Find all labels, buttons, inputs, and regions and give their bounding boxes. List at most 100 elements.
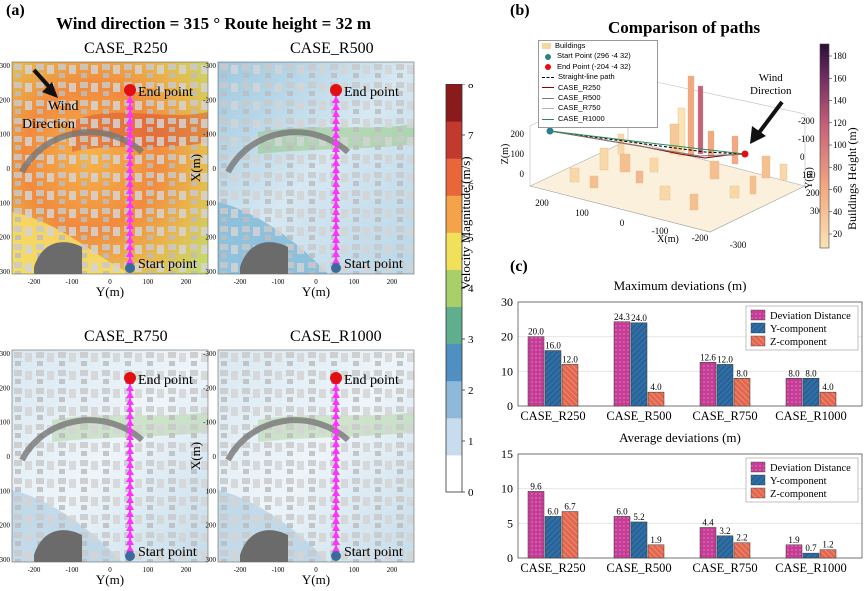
building [779,163,788,181]
y-tick: 5 [507,516,513,530]
y-tick: 200 [806,188,820,198]
colorbar-tick: 120 [833,118,847,128]
data-label: 6.0 [616,506,628,516]
colorbar-band [446,158,462,196]
y-tick: 0 [7,453,11,461]
legend-label: Deviation Distance [770,311,851,322]
bar-z-component [819,549,837,559]
x-tick: 200 [387,566,398,574]
bar-y-component [544,350,562,407]
y-tick: -300 [203,350,216,358]
start-point-label: Start point [344,545,403,560]
y-tick: 10 [501,364,513,378]
end-point-label: End point [344,373,399,388]
legend-entry: Straight-line path [539,72,657,82]
building [589,175,599,189]
category-label: CASE_R750 [692,409,757,423]
building [635,170,644,184]
legend-label: Z-component [770,489,827,500]
legend-entry: Start Point (296 -4 32) [539,51,657,61]
end-point-marker [124,372,136,384]
panel-a-maps: End point Start point Wind Direction -300 -20… [0,61,415,587]
colorbar-tick: 0 [468,487,474,499]
panel-c-bar-charts: Maximum deviations (m)010203020.016.012.… [501,278,863,575]
end-point-marker [124,84,136,96]
building [707,130,715,158]
bar-chart-0: Maximum deviations (m)010203020.016.012.… [501,278,863,423]
bar-y-component [802,378,820,407]
x-axis-label: Y(m) [302,572,330,587]
data-label: 8.0 [805,368,817,378]
data-label: 12.6 [700,352,716,362]
building [729,185,740,199]
wind-arrow-head [750,126,766,144]
colorbar-band [446,269,462,308]
y-tick: 200 [206,234,217,242]
legend-swatch [750,335,766,347]
x-tick: -100 [66,566,79,574]
velocity-colorbar: 8 7 6 5 4 3 2 1 0 [445,84,474,499]
building [689,193,699,211]
y-tick: -300 [0,350,10,358]
data-label: 8.0 [788,368,800,378]
building [749,175,757,195]
legend-swatch [542,87,554,89]
legend-entry: CASE_R500 [539,93,657,103]
map-case_r500: End point Start point -300 -200 -100 0 100 200 3… [188,61,415,299]
building [599,147,609,171]
y-tick: 10 [501,482,513,496]
colorbar-tick: 4 [468,283,474,295]
colorbar-tick: 1 [468,436,474,448]
end-point-marker [330,372,342,384]
y-tick: -100 [203,131,216,139]
data-label: 24.3 [614,312,630,322]
y-tick: 300 [810,206,824,216]
data-label: 20.0 [528,327,544,337]
y-tick: 100 [206,487,217,495]
colorbar-band [446,454,462,493]
legend-label: CASE_R1000 [558,113,605,123]
z-tick: 200 [511,129,525,139]
y-tick: 20 [501,330,513,344]
y-tick: -200 [0,96,10,104]
bar-deviation-distance [699,527,717,559]
legend-swatch [542,76,554,78]
colorbar-tick: 60 [833,185,843,195]
x-tick: -200 [692,233,709,243]
legend-swatch [542,108,554,110]
legend-swatch [750,461,766,473]
y-tick: -200 [798,116,815,126]
building [731,135,739,165]
x-tick: 100 [349,278,360,286]
start-point-marker [125,263,135,273]
x-tick: 100 [143,566,154,574]
colorbar-band [446,343,462,382]
y-tick: -100 [0,419,10,427]
data-label: 8.0 [736,368,748,378]
data-label: 5.2 [633,512,644,522]
building [569,167,580,183]
case-title-r250: CASE_R250 [84,40,168,57]
bar-deviation-distance [527,336,545,407]
start-point-label: Start point [344,257,403,272]
y-tick: -300 [0,62,10,70]
x-tick: -100 [652,226,669,236]
x-tick: 100 [349,566,360,574]
y-tick: 0 [7,165,11,173]
x-tick: 100 [143,278,154,286]
x-axis-label: Y(m) [96,284,124,299]
start-point-marker [331,263,341,273]
data-label: 12.0 [562,354,578,364]
colorbar-tick: 100 [833,140,847,150]
y-tick: -300 [203,62,216,70]
legend-swatch [750,487,766,499]
x-tick: -300 [730,240,747,250]
legend-label: End Point (-204 -4 32) [557,61,631,71]
colorbar-tick: 2 [468,385,474,397]
case-title-r1000: CASE_R1000 [290,328,382,345]
map-case_r1000: End point Start point -300 -200 -100 0 100 200 3… [188,349,415,587]
data-label: 1.9 [788,535,800,545]
straight-line-path [549,130,746,155]
bar-y-component [716,364,734,407]
velocity-colorbar-label: Velocity Magnitude (m/s) [458,156,473,290]
